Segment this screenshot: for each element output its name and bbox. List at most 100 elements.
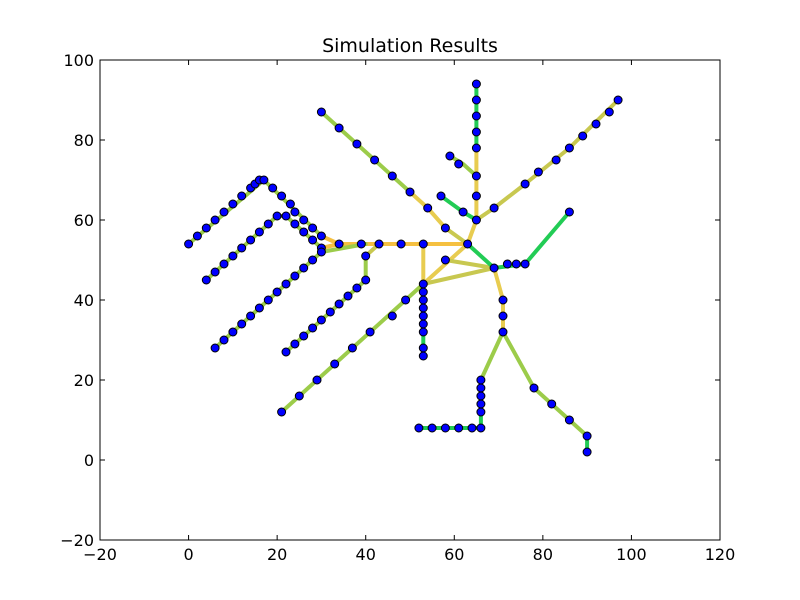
node-point [502,259,512,269]
y-tick-label: 80 [74,131,94,150]
node-point [471,215,481,225]
node-point [445,151,455,161]
node-point [533,167,543,177]
node-point [418,351,428,361]
edge-line [478,330,505,382]
node-point [228,199,238,209]
node-point [246,311,256,321]
node-point [308,323,318,333]
node-point [427,423,437,433]
node-point [454,159,464,169]
node-point [440,255,450,265]
node-point [458,207,468,217]
node-point [325,307,335,317]
edge-line [465,242,497,270]
node-point [201,275,211,285]
edge-line [443,226,470,246]
x-tick-label: 0 [183,545,193,564]
node-point [423,203,433,213]
node-point [418,295,428,305]
node-point [277,407,287,417]
y-tick-label: 20 [74,371,94,390]
ticks-layer: −20 0 20 40 60 80 100 120 −20 0 20 40 60 80 100 [60,51,735,564]
node-point [613,95,623,105]
node-point [374,239,384,249]
node-point [277,191,287,201]
node-point [418,303,428,313]
node-point [401,295,411,305]
node-point [476,375,486,385]
node-point [316,315,326,325]
node-point [210,343,220,353]
node-point [352,139,362,149]
node-point [498,327,508,337]
node-point [299,215,309,225]
node-point [308,235,318,245]
y-tick-label: 40 [74,291,94,310]
node-point [281,347,291,357]
node-point [312,375,322,385]
node-point [290,207,300,217]
node-point [192,231,202,241]
x-tick-label: −20 [83,545,117,564]
node-point [564,415,574,425]
node-point [365,327,375,337]
node-point [263,295,273,305]
x-tick-label: 80 [533,545,553,564]
node-point [440,223,450,233]
x-tick-label: 120 [705,545,736,564]
node-point [210,215,220,225]
node-point [259,175,269,185]
node-point [418,319,428,329]
node-point [316,107,326,117]
node-point [454,423,464,433]
node-point [316,231,326,241]
node-point [281,279,291,289]
node-point [476,391,486,401]
node-point [263,219,273,229]
node-point [498,311,508,321]
node-point [237,243,247,253]
node-point [268,183,278,193]
node-point [467,423,477,433]
node-point [529,383,539,393]
node-point [308,255,318,265]
node-point [463,239,473,249]
node-point [418,343,428,353]
node-point [471,79,481,89]
node-point [471,127,481,137]
node-point [228,327,238,337]
node-point [228,251,238,261]
node-point [405,187,415,197]
node-point [285,199,295,209]
node-point [294,391,304,401]
edge-line [523,210,572,266]
node-point [418,287,428,297]
node-point [582,447,592,457]
node-point [476,423,486,433]
node-point [591,119,601,129]
y-tick-label: 100 [63,51,94,70]
node-point [246,235,256,245]
node-point [334,123,344,133]
node-point [418,311,428,321]
node-point [272,287,282,297]
node-point [476,407,486,417]
node-point [564,207,574,217]
node-point [471,95,481,105]
node-point [290,271,300,281]
node-point [254,303,264,313]
node-point [564,143,574,153]
node-point [471,171,481,181]
node-point [201,223,211,233]
node-point [347,343,357,353]
node-point [418,239,428,249]
node-point [471,143,481,153]
node-point [418,327,428,337]
node-point [184,239,194,249]
node-point [361,275,371,285]
x-tick-label: 60 [444,545,464,564]
node-point [334,239,344,249]
